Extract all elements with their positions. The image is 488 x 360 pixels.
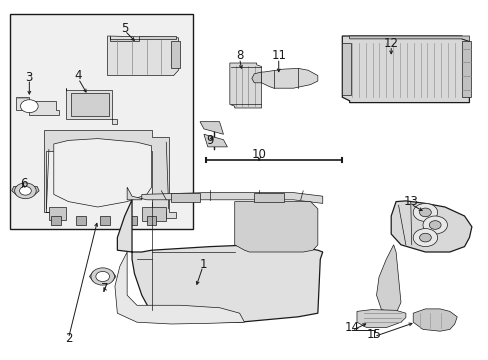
Polygon shape <box>44 130 176 220</box>
Polygon shape <box>100 216 110 225</box>
Polygon shape <box>115 252 244 324</box>
Text: 4: 4 <box>74 69 82 82</box>
Text: 8: 8 <box>235 49 243 62</box>
Circle shape <box>419 208 430 217</box>
Text: 12: 12 <box>383 37 398 50</box>
Bar <box>10 14 193 229</box>
Circle shape <box>422 216 447 234</box>
Circle shape <box>428 221 440 229</box>
Text: 13: 13 <box>403 195 417 208</box>
Text: 2: 2 <box>64 332 72 345</box>
Polygon shape <box>390 201 471 252</box>
Bar <box>342 43 350 95</box>
Bar <box>461 41 470 97</box>
Polygon shape <box>117 200 322 322</box>
Polygon shape <box>203 134 227 147</box>
Circle shape <box>20 186 31 195</box>
Polygon shape <box>16 97 59 115</box>
Polygon shape <box>51 216 61 225</box>
Polygon shape <box>12 186 25 195</box>
Bar <box>71 93 109 116</box>
Polygon shape <box>66 88 117 124</box>
Text: 9: 9 <box>206 134 214 147</box>
Text: 5: 5 <box>121 22 128 35</box>
Text: 15: 15 <box>366 328 381 341</box>
Circle shape <box>96 271 109 282</box>
Polygon shape <box>54 139 151 207</box>
Polygon shape <box>234 202 317 252</box>
Polygon shape <box>127 216 137 225</box>
Text: 7: 7 <box>101 282 109 294</box>
Polygon shape <box>376 245 400 313</box>
Circle shape <box>20 100 38 113</box>
Bar <box>254 193 283 202</box>
Circle shape <box>412 203 437 221</box>
Polygon shape <box>229 63 261 108</box>
Circle shape <box>91 268 114 285</box>
Polygon shape <box>171 41 180 68</box>
Polygon shape <box>349 36 468 41</box>
Polygon shape <box>110 36 176 41</box>
Text: 11: 11 <box>271 49 285 62</box>
Polygon shape <box>127 187 322 203</box>
Circle shape <box>419 233 430 242</box>
Text: 10: 10 <box>251 148 266 161</box>
Polygon shape <box>25 186 39 195</box>
Polygon shape <box>107 36 178 76</box>
Text: 6: 6 <box>20 177 27 190</box>
Text: 1: 1 <box>199 258 206 271</box>
Polygon shape <box>342 36 468 103</box>
Polygon shape <box>76 216 85 225</box>
Bar <box>171 193 200 202</box>
Polygon shape <box>200 122 223 134</box>
Text: 3: 3 <box>25 71 33 84</box>
Polygon shape <box>49 207 66 220</box>
Circle shape <box>412 229 437 247</box>
Polygon shape <box>251 72 261 83</box>
Circle shape <box>15 183 36 199</box>
Polygon shape <box>412 309 456 331</box>
Polygon shape <box>146 216 156 225</box>
Polygon shape <box>261 68 317 88</box>
Polygon shape <box>142 207 166 221</box>
Text: 14: 14 <box>344 321 359 334</box>
Polygon shape <box>89 272 116 281</box>
Polygon shape <box>356 310 405 328</box>
